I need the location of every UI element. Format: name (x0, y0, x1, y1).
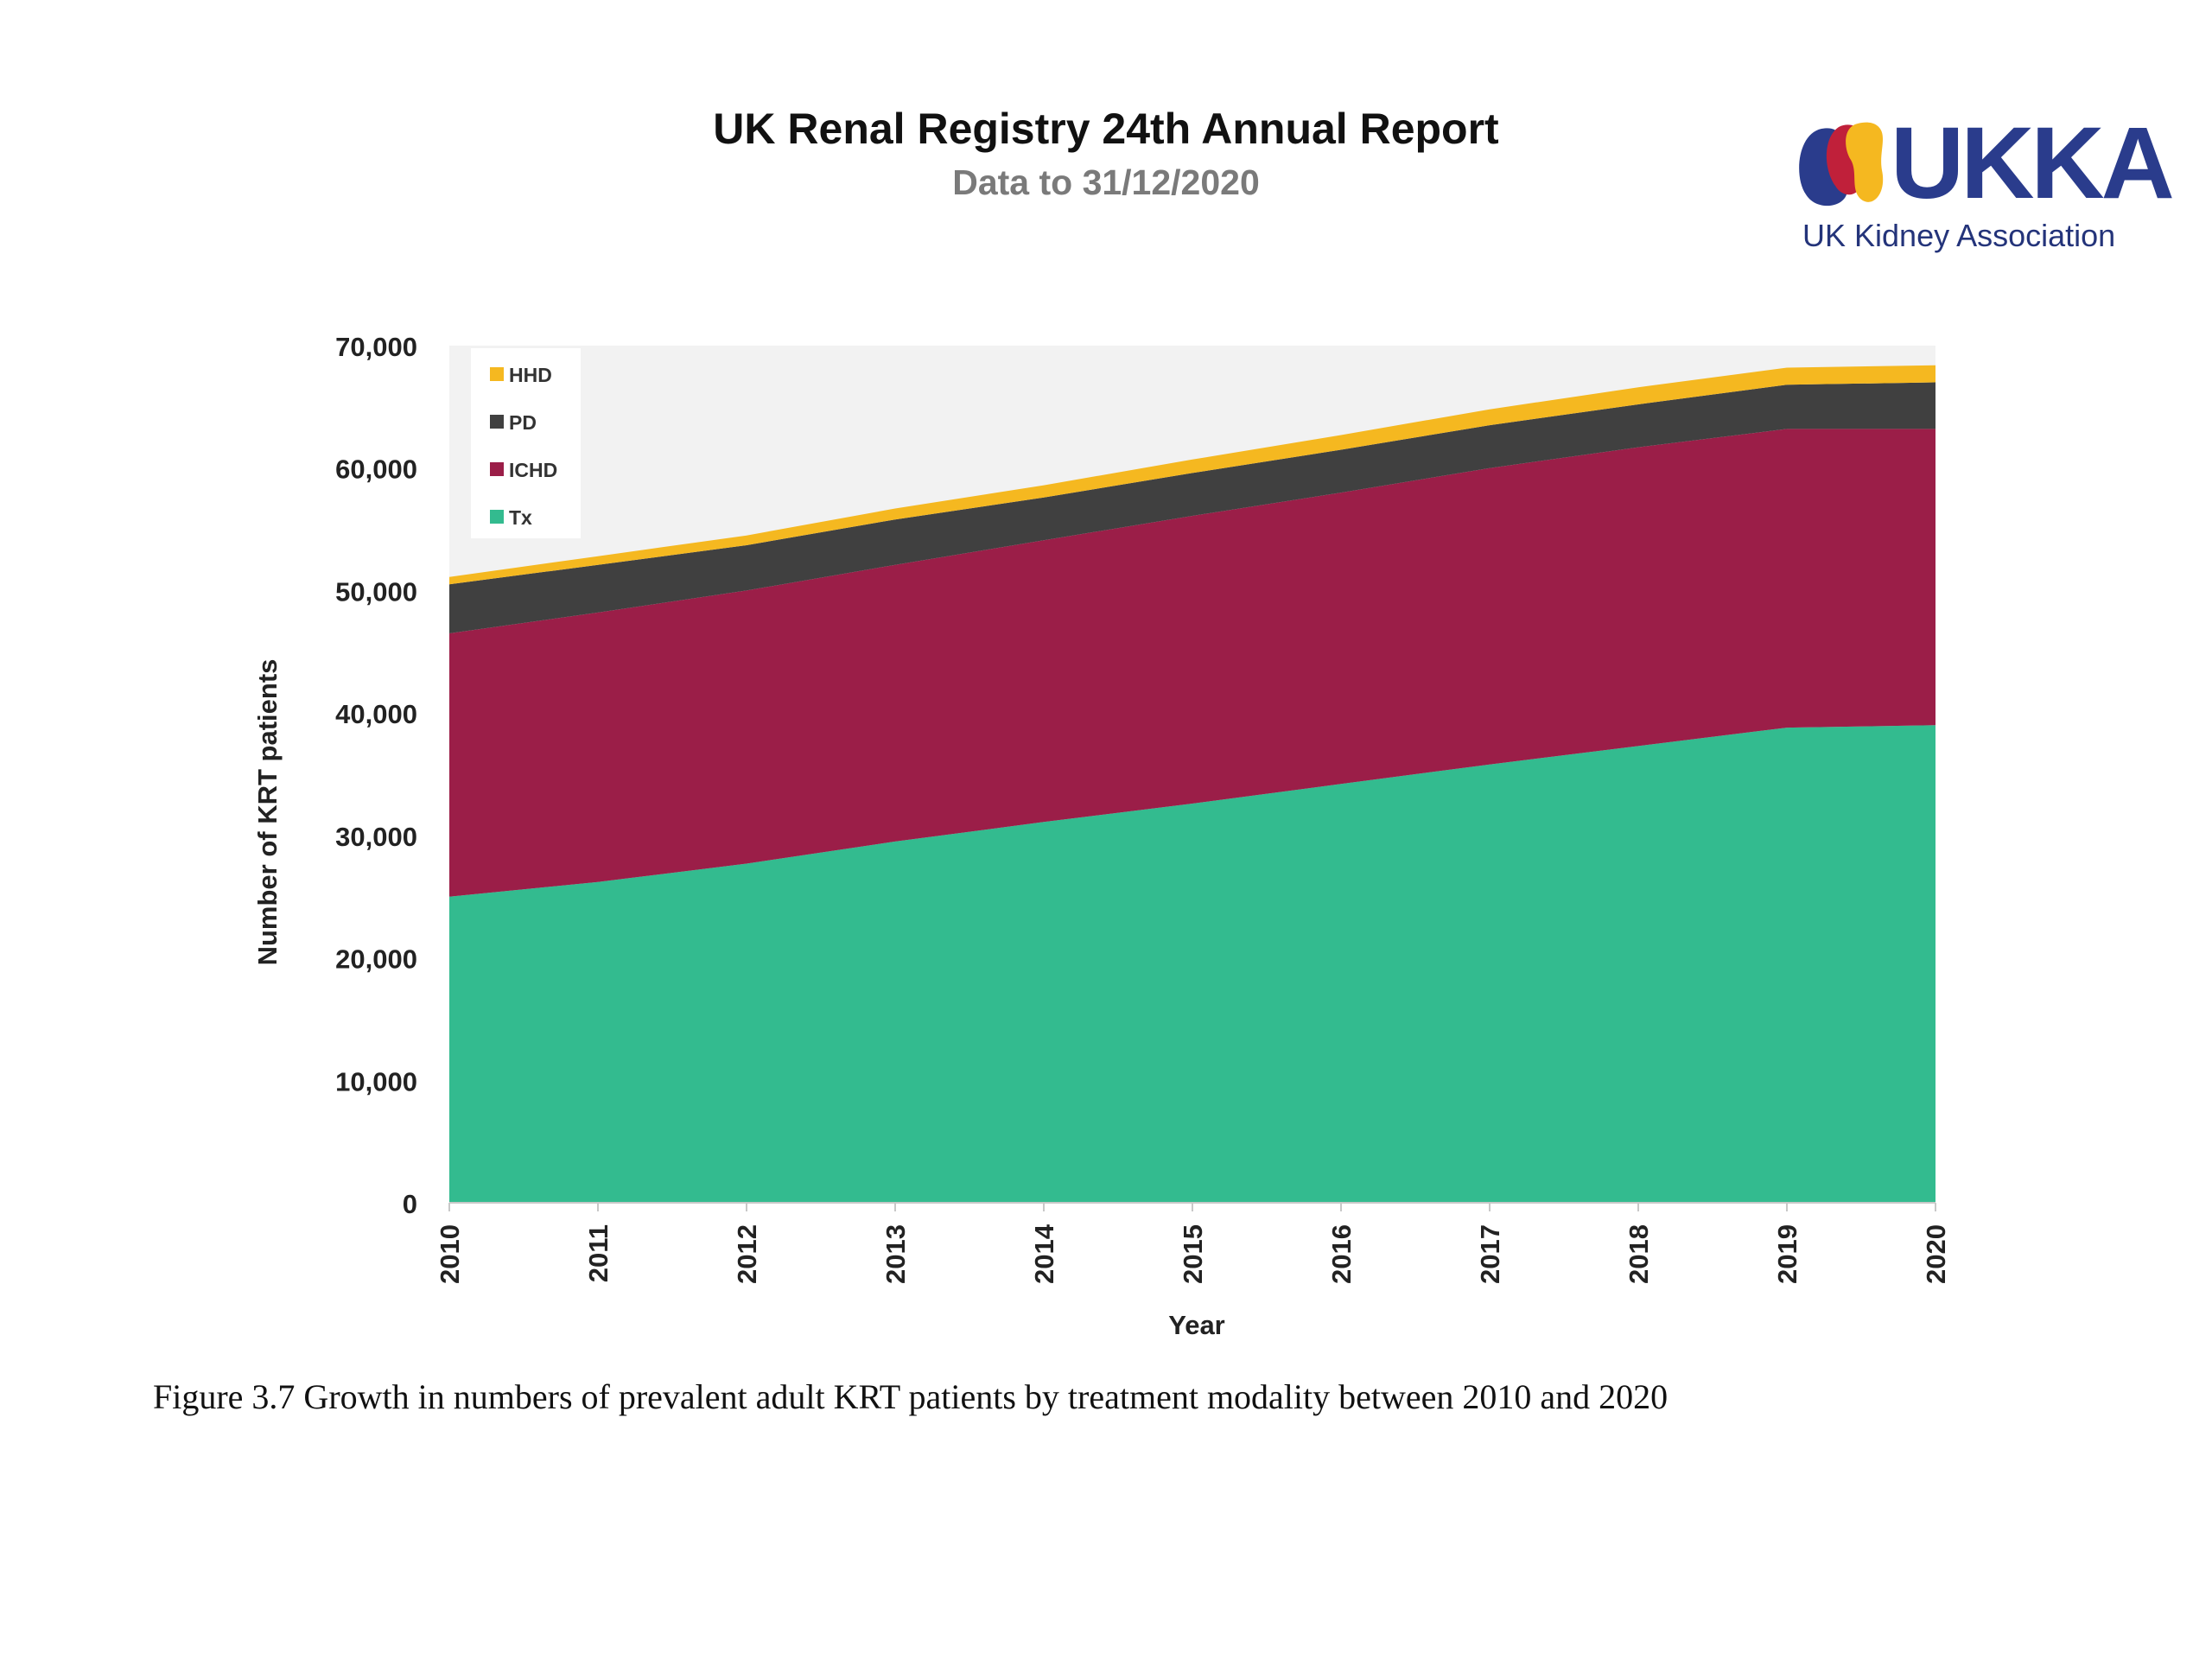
x-axis-label: Year (1168, 1310, 1225, 1340)
x-tick-label: 2016 (1326, 1224, 1357, 1284)
y-tick-label: 0 (403, 1189, 417, 1219)
legend-label-hhd: HHD (509, 364, 552, 386)
legend-swatch-pd (490, 415, 504, 429)
chart-areas (449, 365, 1936, 1203)
legend-box (471, 348, 581, 538)
y-tick-label: 60,000 (335, 454, 417, 485)
y-axis: 0 10,000 20,000 30,000 40,000 50,000 60,000 70,… (335, 332, 417, 1219)
figure-caption: Figure 3.7 Growth in numbers of prevalen… (153, 1377, 1669, 1416)
x-tick-label: 2010 (435, 1224, 465, 1284)
page-subtitle: Data to 31/12/2020 (952, 162, 1260, 202)
ukka-logo: UKKA UK Kidney Association (1799, 108, 2177, 253)
logo-wordmark: UKKA (1891, 108, 2173, 220)
x-tick-label: 2013 (880, 1224, 911, 1284)
x-tick-label: 2014 (1029, 1224, 1059, 1284)
y-tick-label: 70,000 (335, 332, 417, 362)
y-tick-label: 10,000 (335, 1066, 417, 1096)
legend-label-tx: Tx (509, 506, 532, 529)
page-title: UK Renal Registry 24th Annual Report (713, 105, 1499, 153)
area-pd (449, 382, 1936, 633)
y-tick-label: 30,000 (335, 822, 417, 852)
logo-tagline: UK Kidney Association (1802, 218, 2115, 253)
x-tick-label: 2011 (583, 1224, 613, 1282)
legend-swatch-tx (490, 510, 504, 524)
legend-swatch-ichd (490, 462, 504, 476)
x-axis: 2010 2011 2012 2013 2014 2015 2016 2017 2018 2019… (435, 1202, 1951, 1284)
x-tick-label: 2020 (1921, 1224, 1951, 1284)
y-tick-label: 50,000 (335, 576, 417, 607)
y-tick-label: 40,000 (335, 699, 417, 729)
x-tick-label: 2017 (1475, 1224, 1505, 1284)
area-ichd (449, 429, 1936, 897)
kidney-icon (1799, 122, 1884, 207)
y-tick-label: 20,000 (335, 944, 417, 975)
x-tick-label: 2019 (1772, 1224, 1802, 1284)
x-tick-label: 2012 (732, 1224, 762, 1284)
x-tick-label: 2018 (1624, 1224, 1654, 1284)
legend-label-ichd: ICHD (509, 459, 557, 481)
x-tick-label: 2015 (1178, 1224, 1208, 1284)
y-axis-label: Number of KRT patients (252, 659, 283, 966)
chart-legend: HHD PD ICHD Tx (471, 348, 581, 538)
area-tx (449, 725, 1936, 1203)
legend-label-pd: PD (509, 411, 537, 434)
legend-swatch-hhd (490, 367, 504, 381)
area-hhd (449, 365, 1936, 585)
